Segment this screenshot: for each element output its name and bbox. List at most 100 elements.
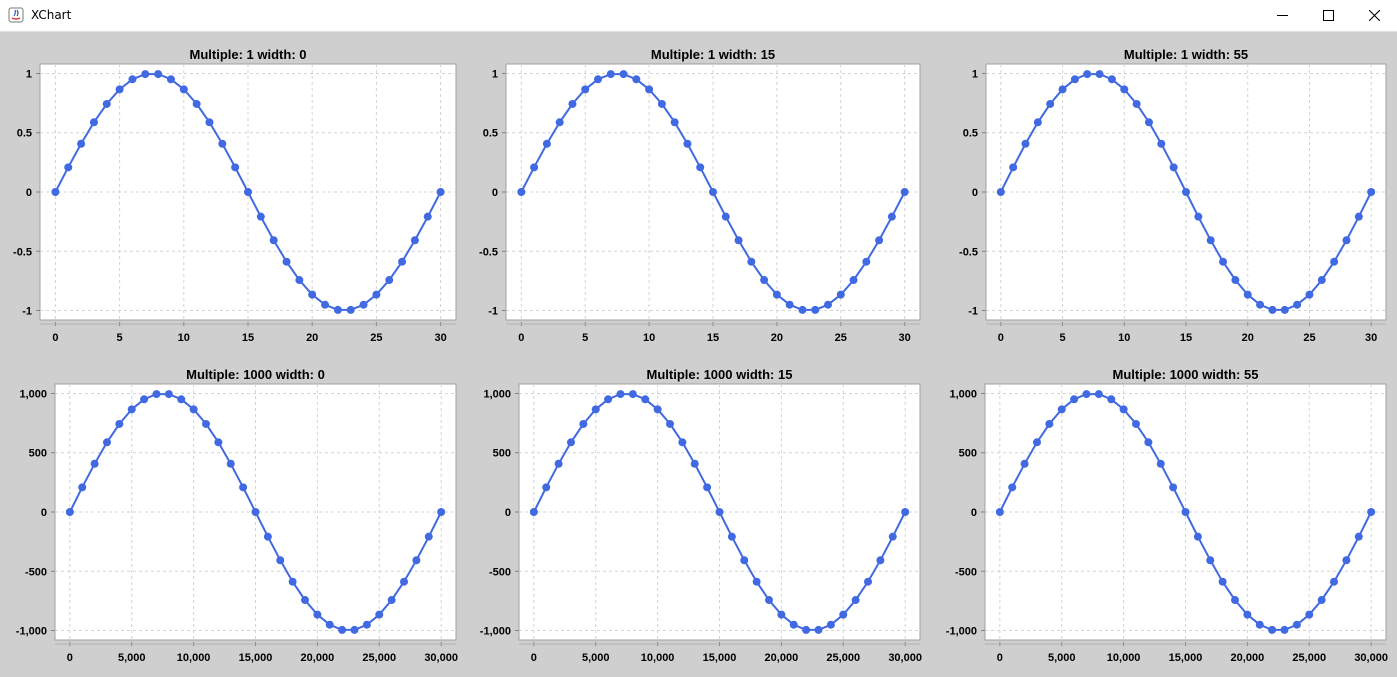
x-tick-label: 25 — [835, 332, 847, 344]
x-tick-label: 5,000 — [582, 652, 610, 664]
data-point — [581, 85, 590, 94]
data-point — [239, 483, 248, 492]
data-point — [777, 610, 786, 619]
data-point — [1157, 139, 1166, 148]
data-point — [398, 257, 407, 266]
data-point — [78, 483, 87, 492]
data-point — [606, 70, 615, 79]
chart-title: Multiple: 1 width: 55 — [1124, 47, 1248, 62]
data-point — [996, 188, 1005, 196]
x-tick-label: 25,000 — [1292, 652, 1326, 664]
data-point — [263, 532, 272, 541]
data-point — [424, 532, 433, 541]
y-tick-label: 500 — [493, 448, 511, 460]
x-tick-label: 0 — [518, 332, 524, 344]
data-point — [888, 532, 897, 541]
data-point — [1342, 236, 1351, 245]
chart-grid: Multiple: 1 width: 0 -1 -0.5 0 0.5 1 0 5 10 15 20 2… — [0, 32, 1397, 672]
data-point — [836, 290, 845, 299]
data-point — [579, 419, 588, 428]
data-point — [690, 459, 699, 468]
x-tick-label: 25,000 — [362, 652, 396, 664]
x-tick-label: 15,000 — [1169, 652, 1203, 664]
chart-6: Multiple: 1000 width: 55 -1,000 -500 0 500 1,… — [946, 367, 1388, 664]
x-tick-label: 5 — [582, 332, 588, 344]
data-point — [308, 290, 317, 299]
data-point — [554, 459, 563, 468]
y-tick-label: 0.5 — [17, 128, 32, 140]
y-tick-label: 500 — [959, 448, 977, 460]
x-tick-label: 30,000 — [888, 652, 922, 664]
x-tick-label: 10 — [178, 332, 190, 344]
y-tick-label: -1,000 — [16, 626, 47, 638]
data-point — [226, 459, 235, 468]
y-tick-label: 0.5 — [963, 128, 978, 140]
data-point — [231, 163, 240, 172]
data-point — [1330, 577, 1339, 586]
data-point — [1131, 419, 1140, 428]
data-point — [665, 419, 674, 428]
data-point — [1243, 290, 1252, 299]
y-tick-label: -0.5 — [959, 246, 978, 258]
data-point — [530, 163, 539, 172]
data-point — [568, 99, 577, 108]
x-tick-label: 5 — [117, 332, 123, 344]
data-point — [1280, 625, 1289, 634]
x-tick-label: 0 — [997, 652, 1003, 664]
y-tick-label: 0 — [41, 507, 47, 519]
x-tick-label: 30,000 — [1354, 652, 1388, 664]
data-point — [154, 70, 163, 79]
data-point — [295, 276, 304, 285]
y-tick-label: 0.5 — [483, 128, 498, 140]
data-point — [542, 139, 551, 148]
data-point — [1046, 99, 1055, 108]
data-point — [1256, 300, 1265, 309]
data-point — [657, 99, 666, 108]
data-point — [127, 405, 136, 414]
y-tick-label: 1 — [26, 68, 32, 80]
window-titlebar: XChart — [0, 0, 1397, 32]
data-point — [628, 390, 637, 399]
minimize-button[interactable] — [1259, 0, 1305, 31]
close-button[interactable] — [1351, 0, 1397, 31]
y-tick-label: 0 — [26, 187, 32, 199]
data-point — [670, 118, 679, 127]
data-point — [641, 395, 650, 404]
data-point — [1181, 508, 1190, 516]
data-point — [1144, 438, 1153, 447]
data-point — [900, 188, 909, 196]
data-point — [1094, 390, 1103, 399]
data-point — [1083, 70, 1092, 79]
data-point — [423, 212, 432, 221]
data-point — [851, 596, 860, 605]
data-point — [747, 257, 756, 266]
maximize-button[interactable] — [1305, 0, 1351, 31]
data-point — [51, 188, 60, 196]
data-point — [321, 300, 330, 309]
data-point — [179, 85, 188, 94]
x-tick-label: 10 — [643, 332, 655, 344]
window-title: XChart — [31, 8, 72, 22]
data-point — [400, 577, 409, 586]
data-point — [653, 405, 662, 414]
data-point — [887, 212, 896, 221]
data-point — [1194, 212, 1203, 221]
data-point — [1057, 405, 1066, 414]
data-point — [1330, 257, 1339, 266]
data-point — [346, 305, 355, 314]
y-tick-label: -500 — [955, 566, 977, 578]
data-point — [752, 577, 761, 586]
data-point — [1206, 236, 1215, 245]
data-point — [205, 118, 214, 127]
data-point — [362, 620, 371, 629]
data-point — [517, 188, 526, 196]
data-point — [102, 438, 111, 447]
data-point — [333, 305, 342, 314]
x-tick-label: 15,000 — [703, 652, 737, 664]
x-tick-label: 5,000 — [118, 652, 146, 664]
data-point — [826, 620, 835, 629]
data-point — [785, 300, 794, 309]
y-tick-label: 1 — [492, 68, 498, 80]
data-point — [1120, 85, 1129, 94]
data-point — [1021, 139, 1030, 148]
